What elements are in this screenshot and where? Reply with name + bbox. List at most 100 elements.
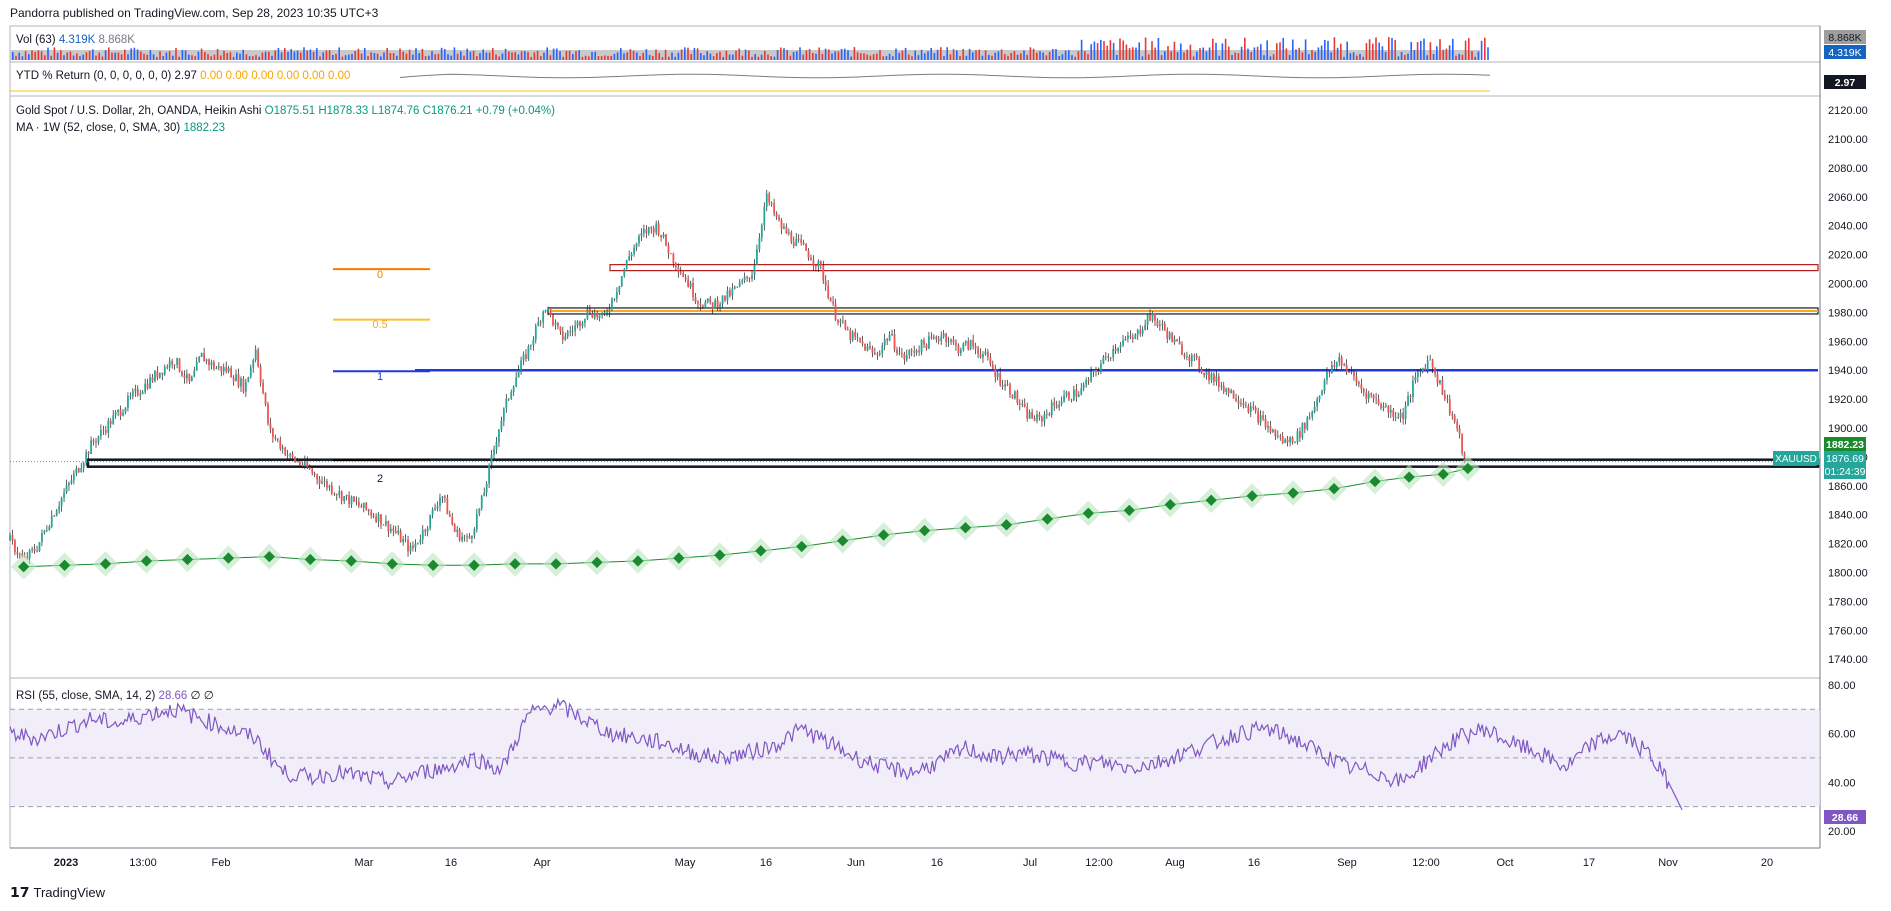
volume-bar: [735, 50, 737, 60]
volume-bar: [476, 56, 478, 60]
volume-bar: [613, 53, 616, 60]
candle-body: [33, 548, 36, 551]
price-tick-label: 2000.00: [1828, 279, 1868, 291]
volume-bar: [37, 50, 40, 60]
candle-body: [1131, 337, 1134, 339]
candle-body: [647, 227, 650, 234]
candle-body: [557, 322, 559, 327]
volume-bar: [968, 48, 971, 60]
candle-body: [1407, 396, 1409, 406]
price-tick-label: 1900.00: [1828, 423, 1868, 435]
candle-body: [576, 321, 579, 326]
candle-body: [1276, 436, 1279, 437]
candle-body: [14, 540, 16, 553]
candle-body: [156, 371, 159, 378]
candle-body: [112, 415, 115, 425]
price-tick-label: 1860.00: [1828, 481, 1868, 493]
candle-body: [426, 528, 429, 532]
volume-bar: [789, 55, 792, 60]
candle-body: [244, 381, 247, 392]
candle-body: [687, 279, 690, 287]
rsi-legend[interactable]: RSI (55, close, SMA, 14, 2) 28.66 ∅ ∅: [16, 688, 214, 702]
footer-brand[interactable]: 𝟭𝟳 TradingView: [10, 884, 105, 901]
candle-body: [166, 366, 169, 368]
volume-bar: [200, 48, 203, 60]
volume-bar: [511, 52, 513, 60]
volume-bar: [421, 48, 424, 60]
volume-bar: [488, 52, 491, 60]
candle-body: [394, 530, 397, 533]
symbol-legend[interactable]: Gold Spot / U.S. Dollar, 2h, OANDA, Heik…: [16, 105, 555, 117]
volume-bar: [1298, 47, 1300, 60]
volume-legend[interactable]: Vol (63) 4.319K 8.868K: [16, 34, 135, 46]
volume-bar: [280, 52, 283, 60]
volume-bar: [460, 51, 462, 60]
volume-bar: [1039, 51, 1041, 60]
volume-bar: [1064, 50, 1067, 60]
candle-body: [264, 392, 267, 405]
candle-body: [55, 510, 58, 517]
candle-body: [979, 353, 982, 358]
volume-bar: [264, 51, 267, 60]
volume-bar: [1413, 49, 1416, 60]
volume-bar: [1215, 42, 1217, 60]
volume-bar: [1464, 40, 1467, 60]
volume-bar: [959, 56, 961, 60]
time-axis[interactable]: 2023 13:00 Feb Mar 16 Apr May 16 Jun 16 Jul 12:00 Au…: [54, 857, 1773, 869]
candle-body: [318, 479, 321, 484]
volume-bar: [1180, 43, 1182, 60]
candle-body: [1127, 335, 1129, 339]
candle-body: [719, 304, 721, 308]
volume-bar: [696, 48, 699, 60]
volume-bar: [591, 52, 593, 60]
price-axis[interactable]: 2120.00 2100.00 2080.00 2060.00 2040.00 2020.…: [1828, 105, 1868, 666]
candle-body: [1230, 390, 1233, 394]
rsi-axis[interactable]: 80.00 60.00 40.00 20.00: [1828, 680, 1856, 838]
candle-body: [458, 529, 461, 541]
volume-bar: [1256, 46, 1259, 60]
ma-legend[interactable]: MA · 1W (52, close, 0, SMA, 30) 1882.23: [16, 122, 225, 134]
candle-body: [296, 461, 299, 463]
candle-body: [181, 371, 183, 376]
chart-canvas[interactable]: 0 0.5 1 2 2120.002100.002080.002060.0020…: [0, 0, 1891, 880]
ytd-line: [399, 73, 1491, 79]
candle-body: [70, 480, 73, 483]
candle-body: [569, 331, 572, 332]
volume-bar: [204, 52, 206, 60]
candle-body: [65, 485, 68, 493]
volume-bar: [133, 47, 136, 60]
time-tick-label: Oct: [1496, 857, 1513, 869]
volume-bar: [1484, 37, 1486, 60]
candle-body: [716, 299, 719, 308]
volume-bar: [1352, 52, 1355, 60]
candle-body: [385, 520, 387, 525]
rsi-plot: [9, 697, 1820, 811]
volume-bar: [799, 47, 801, 60]
candle-body: [1195, 355, 1198, 359]
volume-bar: [149, 50, 152, 60]
candle-body: [935, 336, 938, 340]
volume-bar: [482, 49, 484, 60]
candle-body: [994, 368, 997, 378]
volume-bar: [325, 50, 328, 60]
volume-bar: [917, 55, 920, 60]
candle-body: [227, 368, 230, 372]
volume-bar: [1154, 47, 1156, 60]
volume-bar: [588, 56, 590, 60]
candle-body: [989, 356, 992, 365]
candle-body: [407, 539, 409, 552]
candle-body: [913, 351, 916, 353]
volume-bar: [373, 52, 376, 60]
candle-body: [760, 225, 763, 238]
volume-bar: [1208, 47, 1211, 60]
ma-marker: [959, 522, 972, 534]
volume-bar: [824, 48, 827, 60]
rsi-badge-bg: [1824, 810, 1866, 824]
candle-body: [817, 260, 820, 267]
candle-body: [1429, 359, 1432, 361]
candle-body: [1186, 356, 1188, 358]
volume-bar: [975, 50, 977, 60]
ytd-legend[interactable]: YTD % Return (0, 0, 0, 0, 0, 0) 2.97 0.0…: [16, 70, 350, 82]
volume-bar: [885, 56, 888, 60]
ma-marker: [468, 559, 480, 571]
